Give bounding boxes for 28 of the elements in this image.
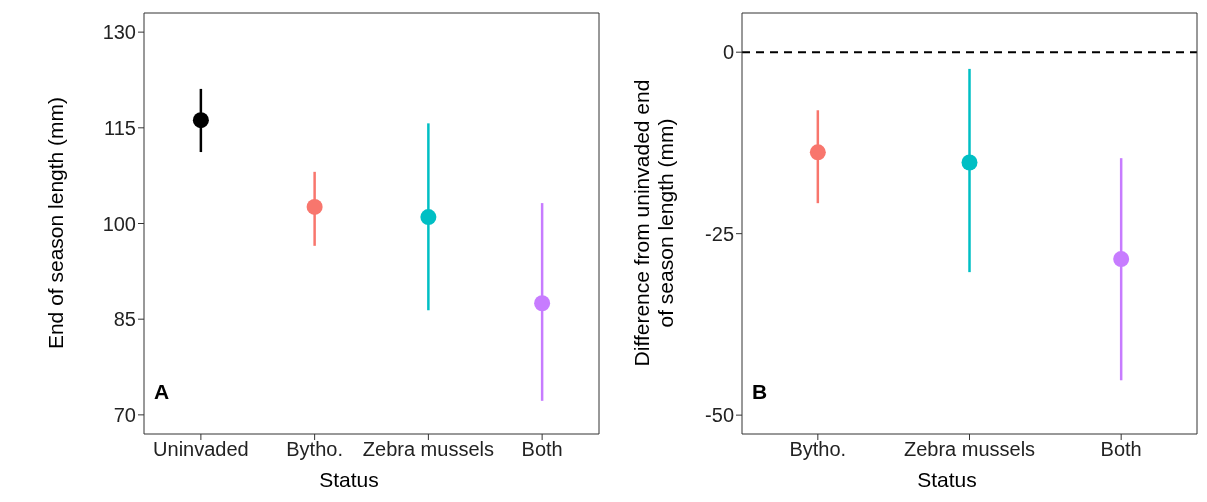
x-tick-label: Uninvaded [153,438,249,461]
annotation: B [752,380,768,404]
x-tick-label: Zebra mussels [903,438,1036,461]
x-tick-label: Both [521,438,563,461]
y-tick-label: 85 [113,308,136,331]
point [961,154,978,171]
y-tick-label: 70 [113,403,136,426]
x-axis-title: Status [318,468,380,492]
y-tick-label: 115 [104,116,136,139]
point [306,198,323,215]
y-tick-label: 100 [102,212,136,235]
point [809,144,826,161]
x-tick-label: Bytho. [789,438,847,461]
y-axis-title: Difference from uninvaded end of season length (mm) [630,79,678,367]
annotation: A [154,380,170,404]
point [534,295,551,312]
x-tick-label: Bytho. [286,438,343,461]
point [1113,251,1130,268]
y-tick-label: 0 [722,41,734,64]
y-tick-label: 130 [102,21,136,44]
x-tick-label: Both [1100,438,1142,461]
y-axis-title: End of season length (mm) [44,96,68,350]
point [420,209,437,226]
y-tick-label: -50 [705,404,734,427]
x-tick-label: Zebra mussels [362,438,494,461]
y-tick-label: -25 [705,222,734,245]
x-axis-title: Status [916,468,978,492]
point [192,112,209,129]
